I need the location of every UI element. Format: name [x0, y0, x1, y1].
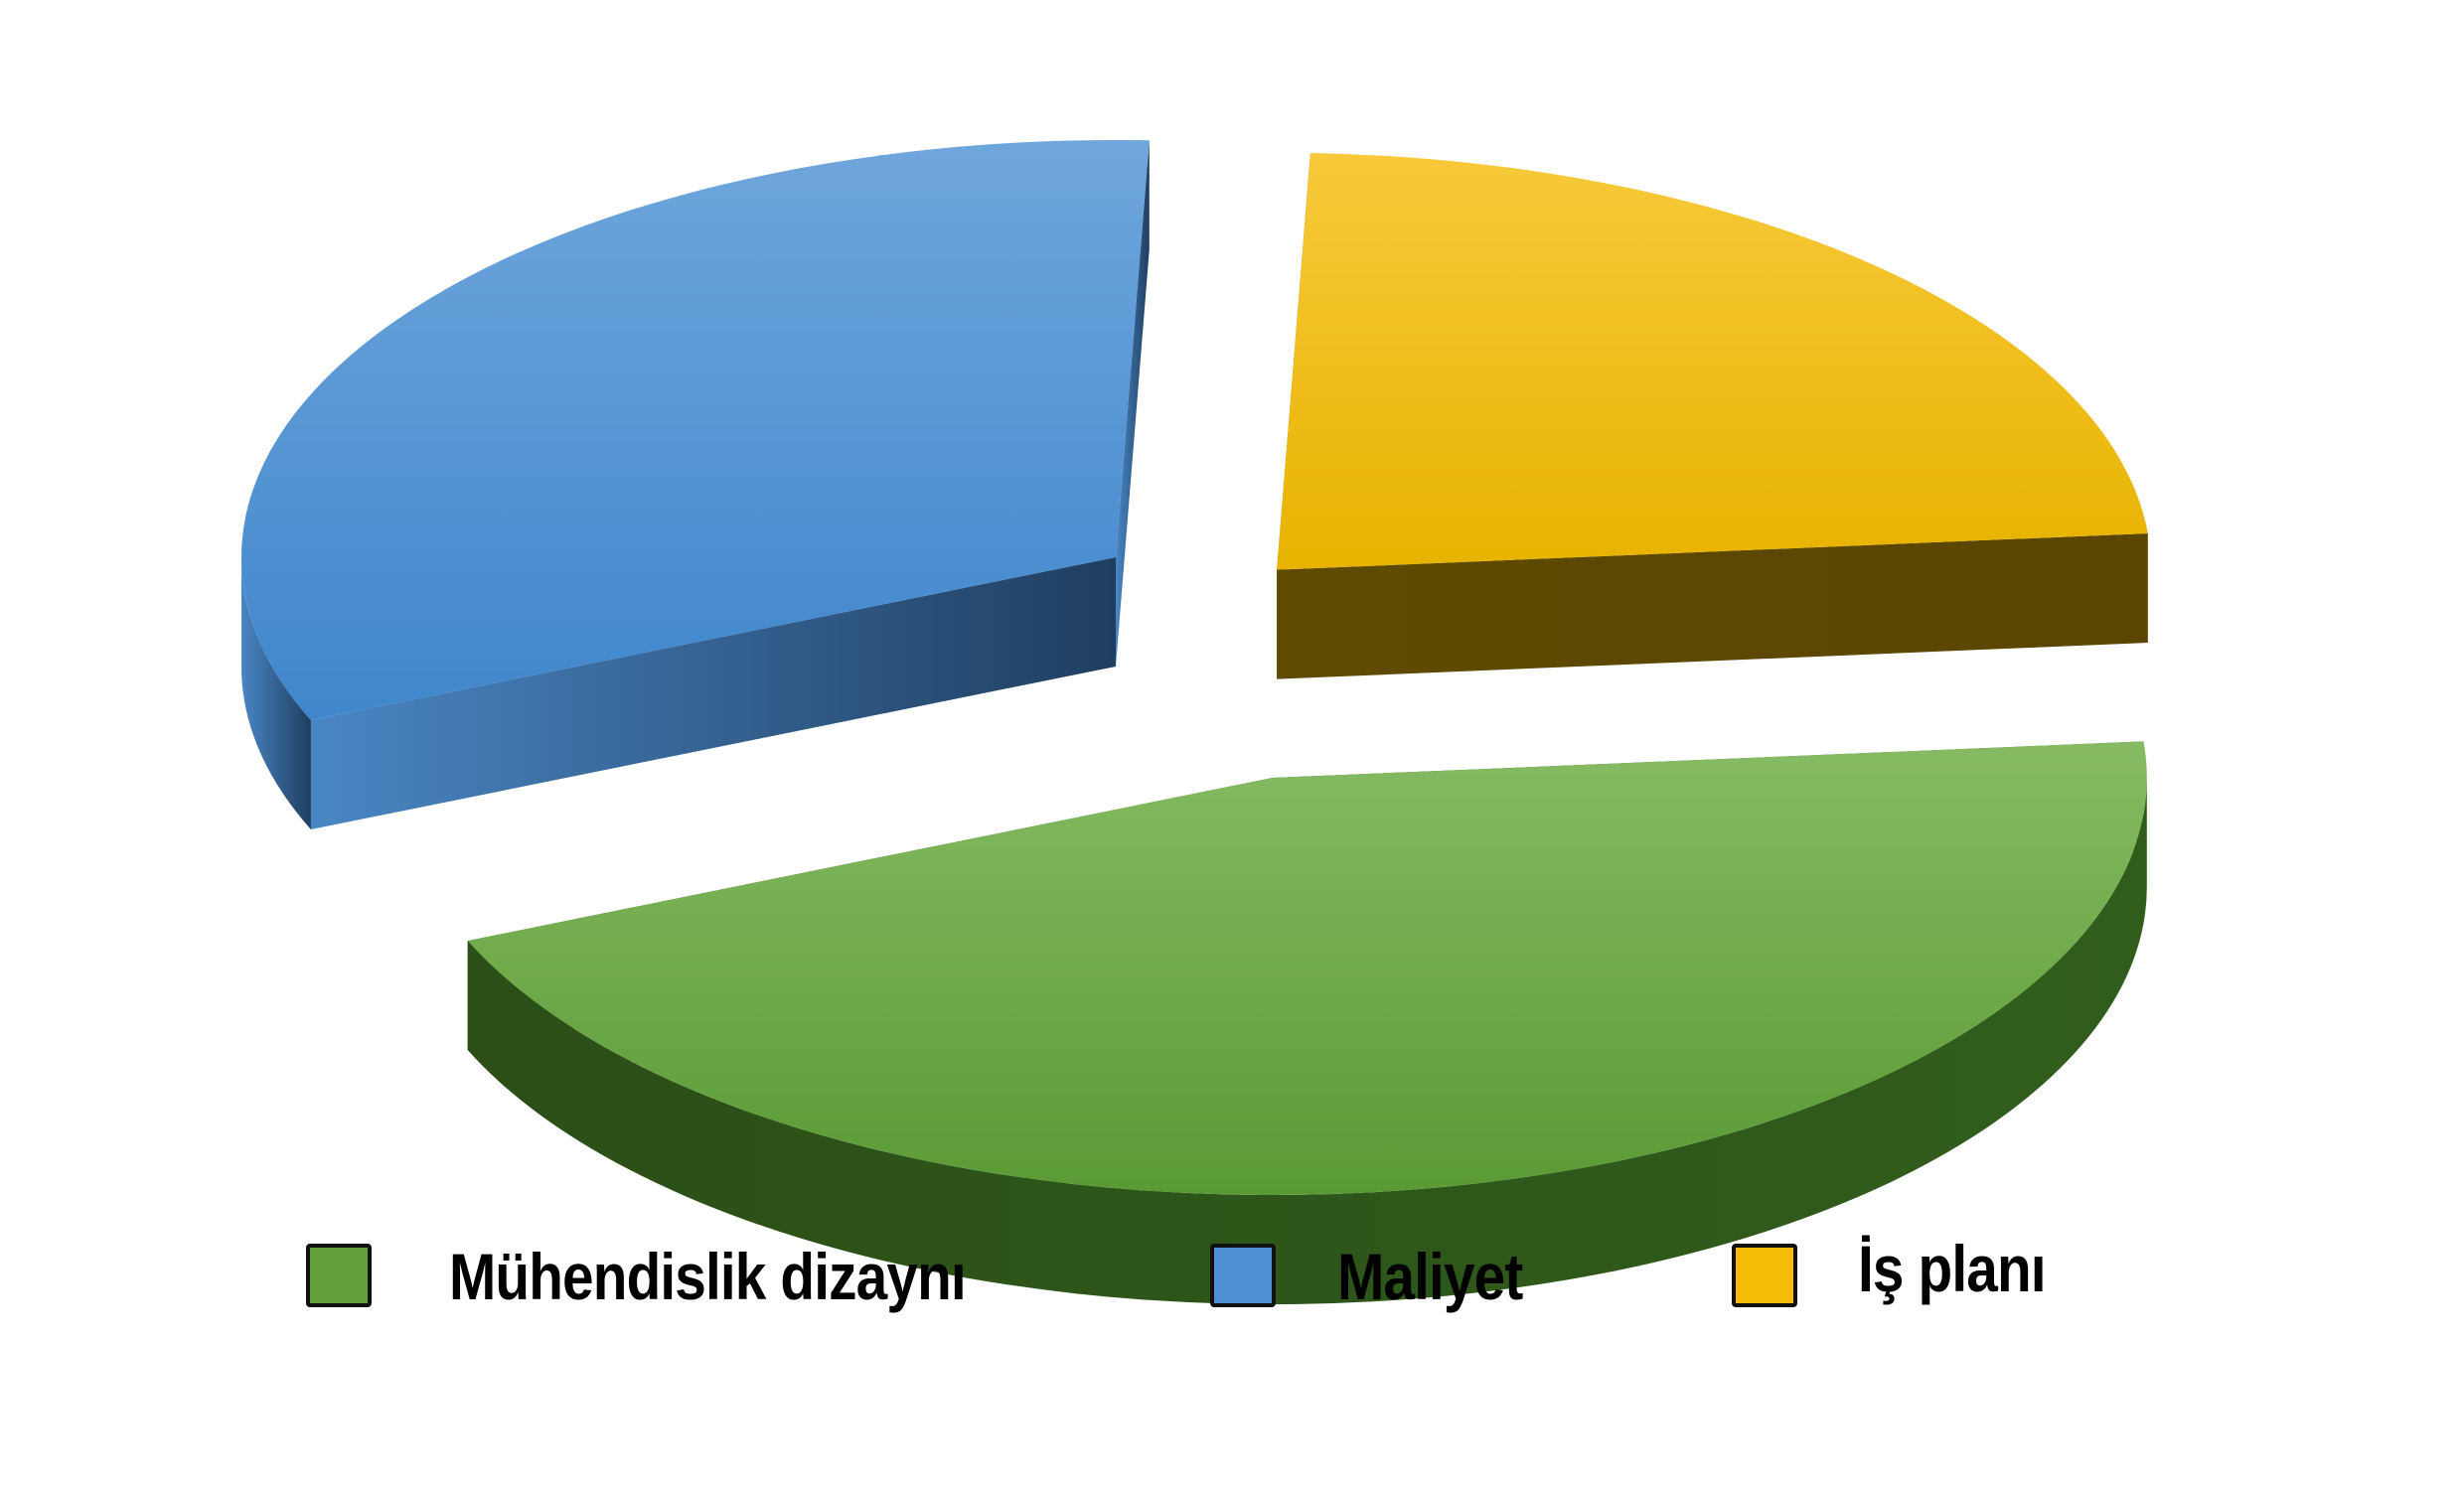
legend-swatch-maliyet [1210, 1244, 1276, 1307]
pie-slice-2-top [1277, 152, 2148, 570]
legend-label-muhendislik-dizayni: Mühendislik dizaynı [449, 1240, 967, 1313]
pie-slice-0-side [467, 778, 2147, 1305]
pie-slice-0 [467, 741, 2147, 1305]
pie-slice-2 [1277, 152, 2148, 679]
legend-swatch-is-plani [1732, 1244, 1797, 1307]
pie-slice-0-top [467, 741, 2147, 1196]
legend-label-is-plani: İş planı [1858, 1232, 2047, 1305]
legend-label-maliyet: Maliyet [1337, 1240, 1523, 1313]
pie-slice-1-top [240, 139, 1150, 721]
pie-slice-1-side [240, 556, 311, 830]
pie-slice-1-wall-0 [310, 556, 1116, 830]
pie-slice-1-wall-1 [1115, 140, 1150, 667]
pie-slice-2-wall-1 [1277, 533, 2148, 679]
legend-swatch-muhendislik-dizayni [306, 1244, 372, 1307]
pie-slice-1 [240, 139, 1150, 830]
